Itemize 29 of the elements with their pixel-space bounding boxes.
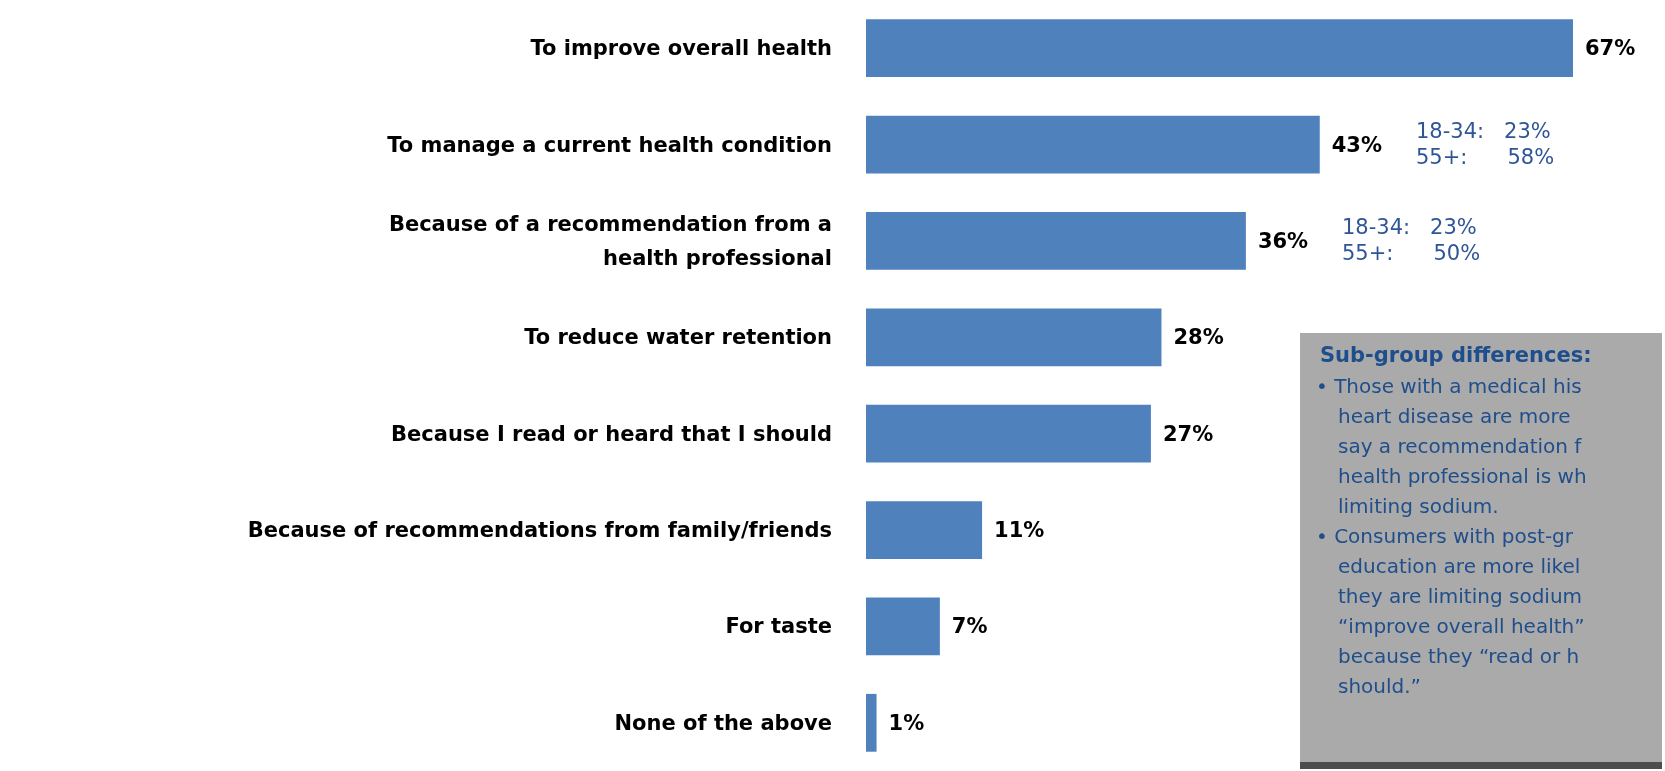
y-tick-label: To improve overall health (530, 36, 832, 61)
bar (866, 212, 1246, 270)
annotation: • Consumers with post-gr education are more likel they are limiting sodium “improve overall health” because they “read or h should.” (1315, 523, 1586, 700)
annotation: 18-34: 23% 55+: 58% (1416, 118, 1555, 170)
y-tick-label: For taste (725, 614, 832, 639)
y-tick-label: Because I read or heard that I should (391, 421, 832, 446)
y-tick-label: None of the above (614, 710, 832, 735)
bar (866, 19, 1573, 78)
annotation: Sub-group differences: (1320, 343, 1593, 367)
data-label: 67% (1585, 36, 1636, 61)
data-label: 36% (1257, 228, 1309, 253)
annotation: • Those with a medical his heart disease are more say a recommendation f health professional is wh limiting sodium. (1315, 373, 1588, 520)
data-label: 28% (1173, 325, 1224, 350)
y-tick-label: Because of a recommendation from a health professional (388, 211, 832, 270)
data-label: 7% (951, 614, 988, 639)
y-tick-label: Because of recommendations from family/friends (247, 518, 832, 543)
data-label: 11% (994, 518, 1045, 543)
annotation: 18-34: 23% 55+: 50% (1342, 214, 1481, 266)
y-tick-label: To manage a current health condition (387, 132, 832, 157)
bar (866, 693, 877, 752)
data-label: 27% (1162, 421, 1214, 446)
y-tick-label: To reduce water retention (524, 325, 832, 350)
bar (866, 115, 1320, 174)
bar (866, 597, 940, 656)
bar (866, 308, 1162, 367)
data-label: 43% (1331, 132, 1383, 157)
data-label: 1% (888, 710, 925, 735)
bar (866, 501, 983, 559)
bar (866, 404, 1151, 463)
